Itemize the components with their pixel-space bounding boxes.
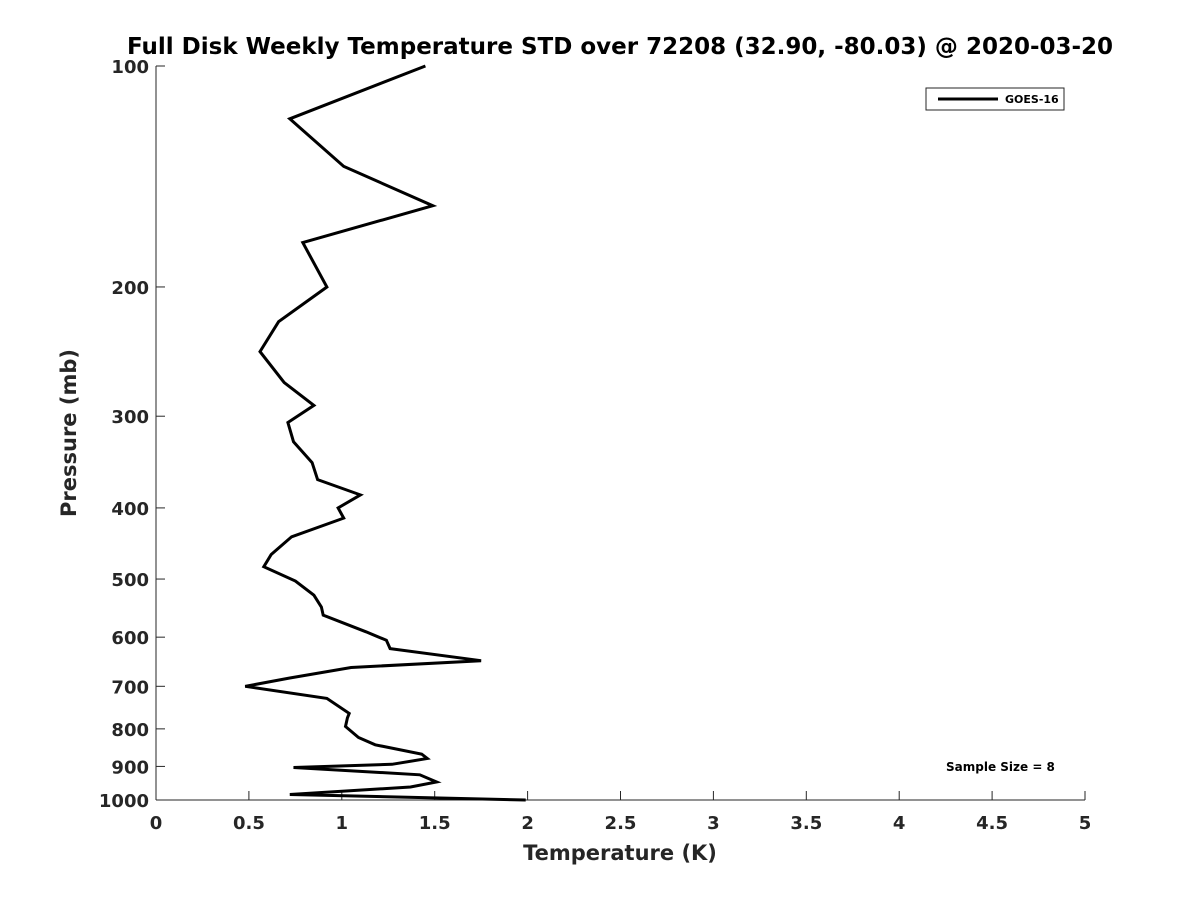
y-tick-label: 800 <box>111 720 149 741</box>
y-tick-label: 400 <box>111 499 149 520</box>
y-tick-label: 500 <box>111 570 149 591</box>
x-tick-label: 4.5 <box>976 813 1008 834</box>
series-layer <box>244 64 526 802</box>
y-axis-label: Pressure (mb) <box>57 349 81 517</box>
x-tick-label: 0.5 <box>233 813 265 834</box>
x-tick-label: 4 <box>893 813 906 834</box>
x-tick-label: 1 <box>336 813 349 834</box>
series-line-goes-16 <box>244 64 526 802</box>
x-tick-label: 3 <box>707 813 720 834</box>
x-tick-label: 1.5 <box>419 813 451 834</box>
x-tick-label: 3.5 <box>790 813 822 834</box>
x-tick-label: 5 <box>1079 813 1092 834</box>
x-axis-label: Temperature (K) <box>523 841 717 865</box>
plot-area <box>155 66 1085 801</box>
x-tick-label: 2.5 <box>605 813 637 834</box>
y-tick-label: 200 <box>111 278 149 299</box>
y-tick-label: 300 <box>111 407 149 428</box>
x-ticks: 0 0.5 1 1.5 2 2.5 3 3.5 4 4.5 5 <box>150 791 1092 834</box>
x-tick-label: 2 <box>521 813 534 834</box>
y-ticks: 100 200 300 400 500 600 700 800 900 1000 <box>99 57 165 812</box>
y-tick-label: 900 <box>111 757 149 778</box>
y-tick-label: 700 <box>111 677 149 698</box>
x-tick-label: 0 <box>150 813 163 834</box>
chart-title: Full Disk Weekly Temperature STD over 72… <box>127 34 1113 60</box>
y-tick-label: 600 <box>111 628 149 649</box>
y-tick-label: 100 <box>111 57 149 78</box>
y-tick-label: 1000 <box>99 791 149 812</box>
legend-label: GOES-16 <box>1005 93 1059 106</box>
legend: GOES-16 <box>925 87 1065 111</box>
sample-size-annotation: Sample Size = 8 <box>946 760 1055 774</box>
